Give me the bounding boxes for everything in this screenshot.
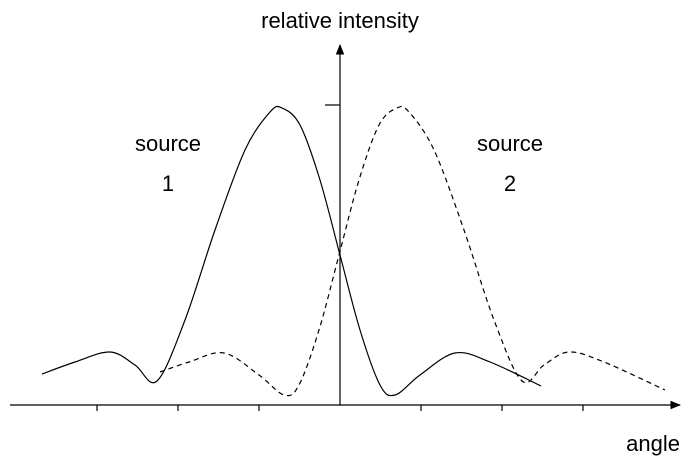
source-number: 1 — [162, 171, 174, 196]
x-ticks — [96, 405, 584, 411]
y-axis-label: relative intensity — [261, 8, 419, 33]
source-number: 2 — [504, 171, 516, 196]
source-label: source — [135, 131, 201, 156]
source-2-curve — [159, 105, 666, 397]
source-1-curve — [41, 105, 542, 397]
source-label: source — [477, 131, 543, 156]
x-axis-label: angle — [626, 431, 680, 456]
